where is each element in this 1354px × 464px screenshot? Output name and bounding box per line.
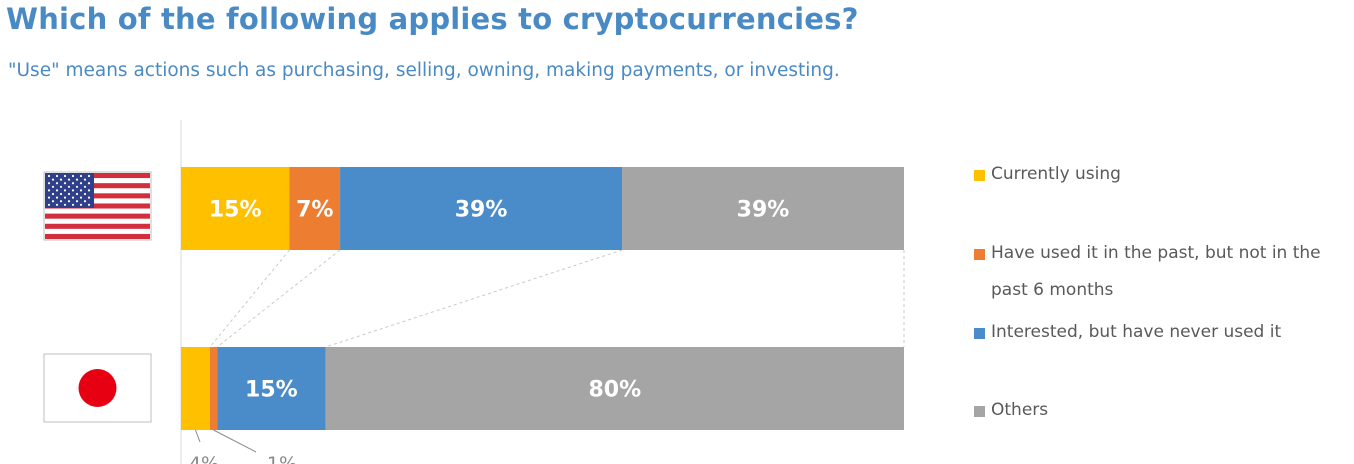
us-flag-star [63,203,67,206]
us-flag-star [67,200,71,203]
us-flag-star [59,178,63,181]
data-label: 1% [267,453,297,464]
us-flag-star [87,174,91,178]
bar-segment [181,167,290,250]
us-flag-stripe [45,203,150,209]
data-label: 15% [245,378,298,403]
us-flag-star [79,182,83,185]
us-flag-star [75,192,79,196]
data-label-leader [213,429,257,453]
legend-item-used-in-past: Have used it in the past, but not in the… [974,235,1354,309]
us-flag-star [67,192,71,196]
data-label-leader [194,429,201,443]
series-connector-line [209,249,290,348]
japan-flag-disc [78,369,117,407]
us-flag-stripe [45,223,150,229]
us-flag-star [87,203,91,206]
us-flag-star [47,196,51,199]
us-flag-star [87,196,91,199]
legend-item-interested: Interested, but have never used it [974,314,1354,351]
us-flag-star [55,174,59,178]
bar-segment [325,347,905,430]
us-flag-star [51,200,55,203]
us-flag-star [87,189,91,192]
bar-segment [209,347,218,430]
bar-segment [181,347,210,430]
us-flag-star [79,174,83,178]
us-flag-star [51,192,55,196]
us-flag-star [47,182,51,185]
legend-label: Have used it in the past, but not in the… [991,243,1321,300]
us-flag-star [67,185,71,188]
us-flag-star [63,189,67,192]
us-flag-star [59,200,63,203]
us-flag-star [59,185,63,188]
us-flag-star [71,203,75,206]
us-flag-star [79,196,83,199]
data-label: 4% [189,453,219,464]
us-flag-star [55,203,59,206]
us-flag-stripe [45,173,150,179]
us-flag-stripe [45,193,150,199]
legend-swatch-others [974,406,985,417]
bar-segment [289,167,341,250]
chart-subtitle: "Use" means actions such as purchasing, … [8,60,840,81]
us-flag-star [55,196,59,199]
us-flag-star [47,203,51,206]
us-flag-star [51,185,55,188]
us-flag-star [71,196,75,199]
us-flag-star [83,178,87,181]
legend-label: Others [991,400,1049,420]
us-flag-star [75,178,79,181]
legend-item-others: Others [974,392,1354,429]
us-flag-star [79,189,83,192]
us-flag-star [71,174,75,178]
us-flag-stripe [45,213,150,219]
legend-swatch-used-in-past [974,249,985,260]
us-flag-star [63,174,67,178]
us-flag-star [55,189,59,192]
bar-segment [340,167,623,250]
us-flag-star [75,200,79,203]
series-connector-line [216,249,341,348]
us-flag-star [51,178,55,181]
us-flag-star [67,178,71,181]
us-flag-star [59,192,63,196]
us-flag-star [63,196,67,199]
data-label: 7% [296,198,333,223]
us-flag-star [83,200,87,203]
us-flag-star [63,182,67,185]
us-flag-canton [45,173,94,208]
data-label: 39% [455,198,508,223]
legend-label: Interested, but have never used it [991,322,1282,342]
us-flag-star [71,182,75,185]
data-label: 15% [209,198,262,223]
us-flag-star [75,185,79,188]
us-flag-star [87,182,91,185]
japan-flag-icon [43,353,152,423]
us-flag-star [55,182,59,185]
us-flag-stripe [45,233,150,239]
us-flag-icon [43,171,152,241]
us-flag-stripe [45,183,150,189]
legend-label: Currently using [991,164,1121,184]
us-flag-star [83,185,87,188]
us-flag-star [47,174,51,178]
legend-swatch-interested [974,328,985,339]
us-flag-star [83,192,87,196]
legend-swatch-currently-using [974,170,985,181]
bar-segment [217,347,326,430]
bar-segment [622,167,904,250]
us-flag-star [71,189,75,192]
legend-item-currently-using: Currently using [974,156,1354,193]
chart-title: Which of the following applies to crypto… [6,2,859,36]
data-label: 39% [737,198,790,223]
us-flag-star [47,189,51,192]
series-connector-line [325,249,623,348]
data-label: 80% [588,378,641,403]
us-flag-star [79,203,83,206]
